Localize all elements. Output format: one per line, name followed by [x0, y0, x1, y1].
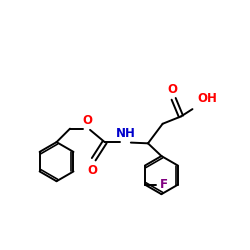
Text: NH: NH — [116, 127, 136, 140]
Text: O: O — [82, 114, 92, 127]
Text: OH: OH — [197, 92, 217, 106]
Text: F: F — [160, 178, 168, 191]
Text: O: O — [88, 164, 98, 176]
Text: O: O — [168, 83, 177, 96]
